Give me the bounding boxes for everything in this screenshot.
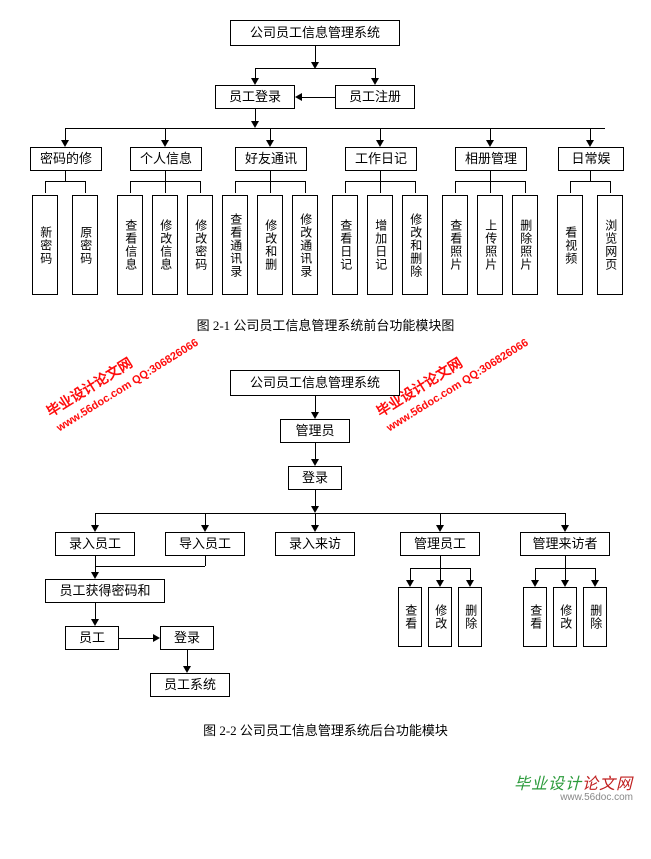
d1-cat-5: 日常娱: [558, 147, 624, 171]
d1-cat-1: 个人信息: [130, 147, 202, 171]
d1-leaf-2: 查看信息: [117, 195, 143, 295]
d1-leaf-3: 修改信息: [152, 195, 178, 295]
d2-subL1: 员工获得密码和: [45, 579, 165, 603]
d1-cat-4: 相册管理: [455, 147, 527, 171]
d2-r-3: 管理员工: [400, 532, 480, 556]
diagram-1: 公司员工信息管理系统 员工登录 员工注册 密码的修 个人信息 好友通讯 工作日记…: [10, 10, 641, 370]
d2-title: 公司员工信息管理系统: [230, 370, 400, 396]
d2-l5-0: 查看: [523, 587, 547, 647]
d2-r-1: 导入员工: [165, 532, 245, 556]
d1-leaf-10: 修改和删除: [402, 195, 428, 295]
d1-leaf-4: 修改密码: [187, 195, 213, 295]
d1-leaf-6: 修改和删: [257, 195, 283, 295]
d2-subL2b: 登录: [160, 626, 214, 650]
d1-cat-3: 工作日记: [345, 147, 417, 171]
d1-leaf-9: 增加日记: [367, 195, 393, 295]
d1-cat-2: 好友通讯: [235, 147, 307, 171]
d1-leaf-15: 浏览网页: [597, 195, 623, 295]
d1-leaf-11: 查看照片: [442, 195, 468, 295]
d1-leaf-5: 查看通讯录: [222, 195, 248, 295]
d1-leaf-0: 新密码: [32, 195, 58, 295]
d2-l4-0: 查看: [398, 587, 422, 647]
d2-l5-1: 修改: [553, 587, 577, 647]
d1-leaf-1: 原密码: [72, 195, 98, 295]
d2-r-4: 管理来访者: [520, 532, 610, 556]
d2-l4-2: 删除: [458, 587, 482, 647]
d1-leaf-13: 删除照片: [512, 195, 538, 295]
d1-leaf-8: 查看日记: [332, 195, 358, 295]
d1-title: 公司员工信息管理系统: [230, 20, 400, 46]
d1-login: 员工登录: [215, 85, 295, 109]
d2-subL2a: 员工: [65, 626, 119, 650]
d2-r-0: 录入员工: [55, 532, 135, 556]
d1-cat-0: 密码的修: [30, 147, 102, 171]
d1-leaf-12: 上传照片: [477, 195, 503, 295]
d2-subL3: 员工系统: [150, 673, 230, 697]
d2-l5-2: 删除: [583, 587, 607, 647]
d2-admin: 管理员: [280, 419, 350, 443]
footer-sub: www.56doc.com: [560, 792, 633, 852]
d1-caption: 图 2-1 公司员工信息管理系统前台功能模块图: [10, 315, 641, 334]
diagram-2: 公司员工信息管理系统 管理员 登录 录入员工 导入员工 录入来访 管理员工 管理…: [10, 370, 641, 840]
d2-login: 登录: [288, 466, 342, 490]
d2-caption: 图 2-2 公司员工信息管理系统后台功能模块: [10, 720, 641, 739]
d1-leaf-7: 修改通讯录: [292, 195, 318, 295]
d2-r-2: 录入来访: [275, 532, 355, 556]
d2-l4-1: 修改: [428, 587, 452, 647]
d1-register: 员工注册: [335, 85, 415, 109]
d1-leaf-14: 看视频: [557, 195, 583, 295]
